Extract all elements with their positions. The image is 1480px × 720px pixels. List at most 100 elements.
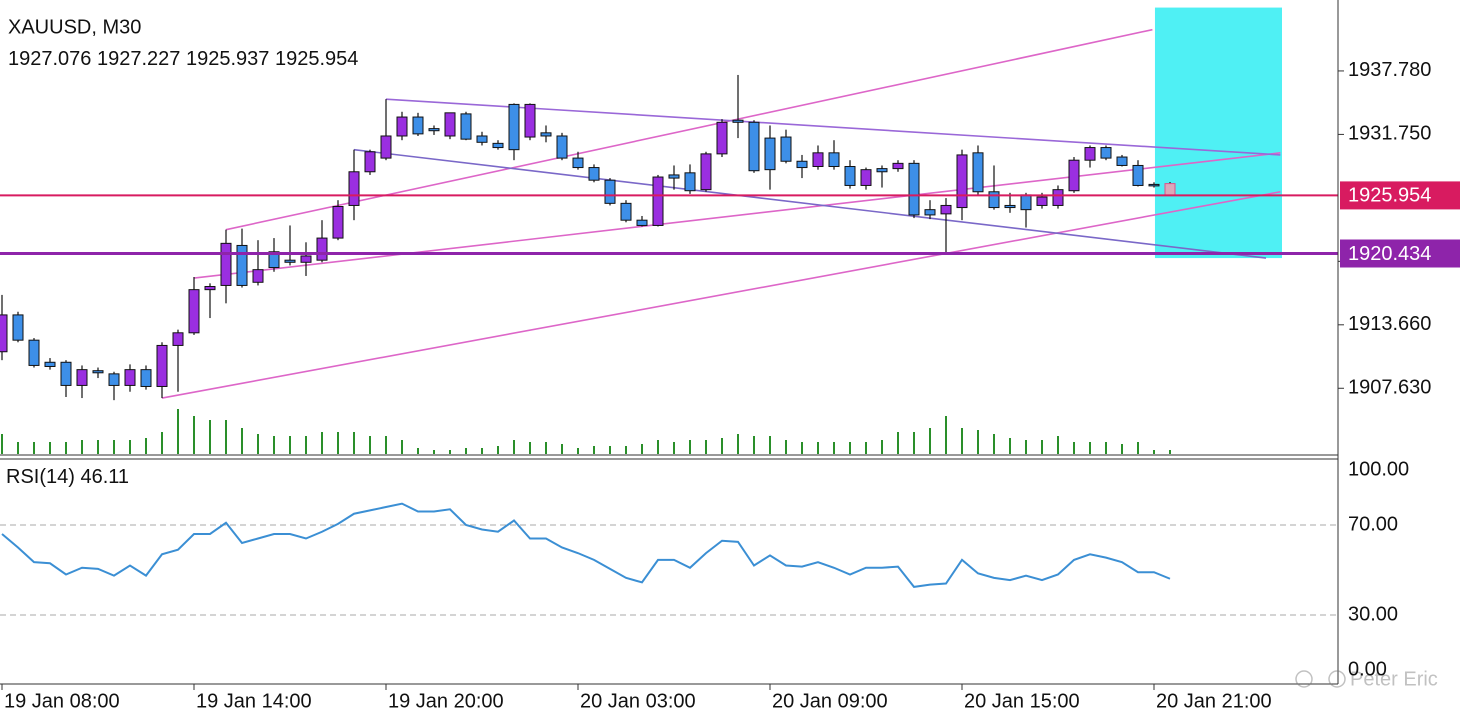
trendline — [225, 28, 1153, 231]
candle-body — [0, 314, 8, 353]
candle-body — [700, 153, 712, 191]
candle-body — [236, 244, 248, 286]
close-value: 1925.954 — [275, 48, 358, 70]
candle-body — [60, 361, 72, 386]
candle-body — [684, 172, 696, 192]
candle-body — [316, 237, 328, 261]
candle-body — [812, 152, 824, 168]
candle-body — [892, 162, 904, 170]
x-tick-label: 20 Jan 15:00 — [964, 690, 1080, 712]
rsi-name: RSI(14) — [6, 466, 75, 488]
axes — [0, 0, 1344, 690]
x-tick-label: 20 Jan 09:00 — [772, 690, 888, 712]
candle-body — [1164, 183, 1176, 196]
candle-body — [1004, 204, 1016, 209]
rsi-line — [1, 502, 1171, 588]
candle-body — [1148, 183, 1160, 187]
candle-body — [348, 171, 360, 206]
target-zone — [1154, 7, 1282, 259]
candle-body — [988, 191, 1000, 209]
candle-body — [940, 204, 952, 215]
candle-body — [732, 119, 744, 123]
x-tick-label: 19 Jan 20:00 — [388, 690, 504, 712]
candle-body — [44, 361, 56, 367]
candle-body — [1020, 194, 1032, 211]
price-pane — [0, 7, 1338, 454]
trendline — [385, 98, 1281, 156]
candle-body — [460, 113, 472, 140]
candle-body — [876, 168, 888, 173]
y-tick-label: 100.00 — [1348, 458, 1409, 480]
candle-body — [668, 174, 680, 179]
candle-body — [652, 176, 664, 226]
rsi-pane — [0, 502, 1338, 616]
candle-body — [860, 169, 872, 186]
y-tick-label: 1931.750 — [1348, 123, 1431, 145]
candle-body — [76, 369, 88, 386]
candle-body — [284, 259, 296, 263]
candle-body — [1100, 147, 1112, 159]
rsi-value: 46.11 — [80, 466, 129, 488]
candle-body — [636, 219, 648, 226]
chart-title: XAUUSD, M30 — [8, 16, 141, 38]
candle-body — [412, 116, 424, 135]
candle-body — [268, 251, 280, 269]
candle-body — [204, 285, 216, 291]
candle-body — [972, 152, 984, 193]
candle-body — [172, 332, 184, 346]
candle-body — [764, 137, 776, 171]
candle-body — [1068, 159, 1080, 192]
candle-body — [92, 370, 104, 374]
trendline — [193, 152, 1281, 279]
ohlc-readout: 1927.076 1927.227 1925.937 1925.954 — [8, 48, 358, 70]
high-value: 1927.227 — [97, 48, 180, 70]
trendline — [353, 148, 1267, 259]
candle-body — [924, 209, 936, 216]
candle-body — [524, 103, 536, 138]
y-tick-label: 1913.660 — [1348, 313, 1431, 335]
rsi-title: RSI(14) 46.11 — [6, 466, 129, 488]
candle-body — [588, 167, 600, 181]
watermark-icon — [1295, 670, 1313, 688]
y-tick-label: 30.00 — [1348, 603, 1398, 625]
candle-body — [1132, 164, 1144, 186]
x-tick-label: 19 Jan 14:00 — [196, 690, 312, 712]
trendline — [161, 190, 1281, 399]
candle-body — [828, 152, 840, 168]
candle-body — [716, 121, 728, 155]
candle-body — [444, 112, 456, 137]
candle-body — [220, 242, 232, 286]
watermark-icon — [1328, 670, 1346, 688]
candle-body — [252, 269, 264, 283]
candle-body — [508, 103, 520, 151]
candle-body — [300, 255, 312, 263]
y-tick-label: 0.00 — [1348, 658, 1387, 680]
watermark: Peter Eric — [1295, 668, 1438, 690]
candle-body — [124, 369, 136, 386]
candle-body — [748, 121, 760, 172]
candle-body — [188, 289, 200, 334]
candle-body — [1052, 189, 1064, 206]
candle-body — [620, 202, 632, 221]
candle-body — [492, 142, 504, 149]
candle-body — [956, 154, 968, 209]
price-label-box — [1340, 181, 1460, 210]
candle-body — [380, 135, 392, 159]
candle-body — [780, 136, 792, 162]
y-tick-label: 1907.630 — [1348, 377, 1431, 399]
candle-body — [796, 160, 808, 169]
x-tick-label: 20 Jan 03:00 — [580, 690, 696, 712]
candle-body — [844, 166, 856, 186]
candle-body — [364, 151, 376, 173]
level-label: 1920.434 — [1348, 243, 1431, 265]
watermark-text: Peter Eric — [1350, 668, 1438, 690]
candle-body — [556, 135, 568, 159]
candle-body — [28, 339, 40, 366]
candle-body — [1084, 147, 1096, 161]
price-label: 1925.954 — [1348, 185, 1431, 207]
candle-body — [108, 373, 120, 386]
candle-body — [1116, 156, 1128, 166]
candle-body — [1036, 196, 1048, 206]
y-tick-label: 70.00 — [1348, 513, 1398, 535]
